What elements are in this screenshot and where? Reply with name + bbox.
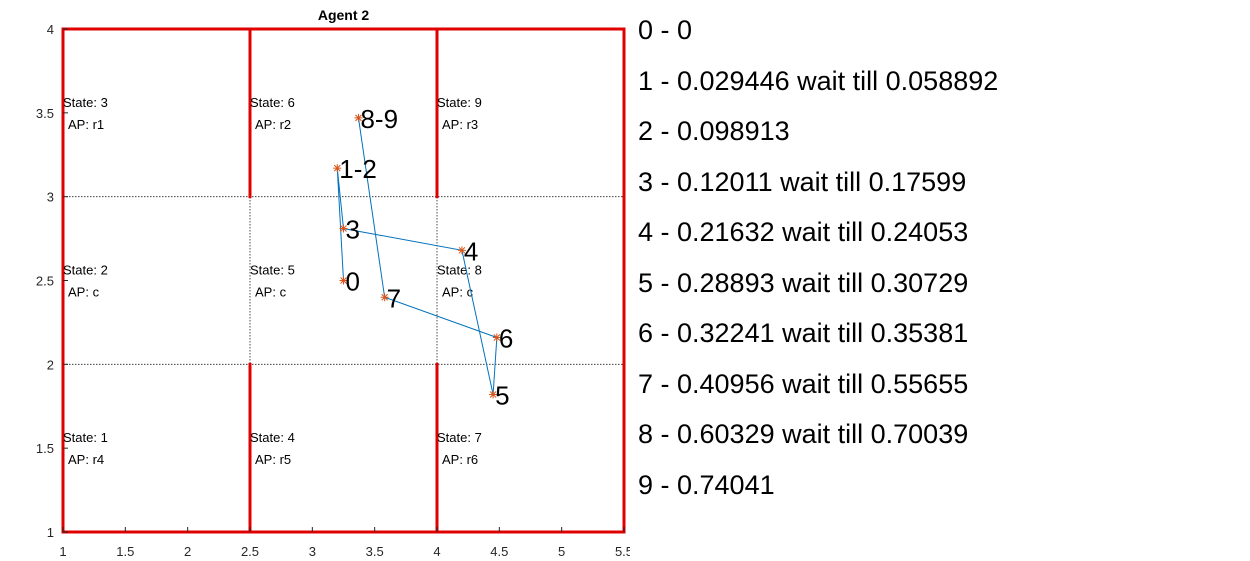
path-point-label: 4 [464,236,478,266]
access-point-label: AP: r1 [68,117,104,132]
x-tick-label: 4 [433,544,440,559]
asterisk-stroke [340,277,347,284]
timeline-entry: 9 - 0.74041 [638,469,775,500]
x-tick-label: 5 [558,544,565,559]
access-point-label: AP: c [68,285,100,300]
path-point-label: 5 [495,381,509,411]
asterisk-stroke [355,114,362,122]
timeline-entry: 2 - 0.098913 [638,116,790,146]
y-tick-label: 3.5 [36,106,54,121]
x-tick-label: 2 [184,544,191,559]
path-point-marker [333,164,342,173]
timeline-entry: 4 - 0.21632 wait till 0.24053 [638,217,969,247]
trajectory-plot: Agent 2 1 1.5 2 2.5 3 3.5 4 4.5 5 5.5 1 1.5 2 2.5 3 3.… [36,7,630,559]
path-point-marker [457,246,466,255]
path-point-marker [492,333,501,342]
asterisk-stroke [493,334,501,341]
grid-lines [63,29,624,532]
x-axis-ticks: 1 1.5 2 2.5 3 3.5 4 4.5 5 5.5 [59,527,630,559]
state-labels: State: 3 AP: r1 State: 6 AP: r2 State: 9 AP: … [63,95,482,467]
path-point-label: 1-2 [339,154,377,184]
chart-title: Agent 2 [318,7,370,23]
access-point-label: AP: c [255,285,287,300]
path-point-marker [339,276,348,285]
state-label: State: 3 [63,95,108,110]
asterisk-stroke [333,164,341,172]
state-label: State: 9 [437,95,482,110]
timeline-entry: 3 - 0.12011 wait till 0.17599 [638,166,967,197]
x-tick-label: 4.5 [490,544,508,559]
access-point-label: AP: r6 [442,452,478,467]
y-tick-label: 2.5 [36,274,54,289]
path-point-label: 0 [346,267,360,297]
y-tick-label: 1.5 [36,441,54,456]
asterisk-stroke [381,293,388,301]
asterisk-stroke [340,225,347,232]
state-label: State: 4 [250,430,295,445]
x-tick-label: 2.5 [241,544,259,559]
access-point-label: AP: r5 [255,452,291,467]
timeline-entry: 0 - 0 [638,15,693,45]
state-label: State: 7 [437,430,482,445]
state-label: State: 2 [63,263,108,278]
path-point-label: 3 [346,215,360,245]
x-tick-label: 3.5 [366,544,384,559]
x-tick-label: 1 [59,544,66,559]
x-tick-label: 1.5 [116,544,134,559]
path-point-label: 7 [387,283,401,313]
agent-path [336,117,498,395]
state-label: State: 5 [250,263,295,278]
access-point-label: AP: c [442,285,474,300]
path-point-marker [339,224,348,233]
access-point-label: AP: r2 [255,117,291,132]
path-point-marker [489,390,498,399]
asterisk-stroke [489,391,497,398]
access-point-label: AP: r3 [442,117,478,132]
timeline-entry: 1 - 0.029446 wait till 0.058892 [638,65,999,96]
y-axis-ticks: 1 1.5 2 2.5 3 3.5 4 [36,22,68,540]
path-point-label: 8-9 [360,104,398,134]
access-point-label: AP: r4 [68,452,104,467]
timeline-entry: 6 - 0.32241 wait till 0.35381 [638,318,969,348]
state-label: State: 8 [437,263,482,278]
timeline-list: 0 - 0 1 - 0.029446 wait till 0.058892 2 - … [638,12,998,517]
path-point-marker [354,113,363,122]
path-point-label: 6 [499,324,513,354]
asterisk-stroke [458,246,466,254]
state-label: State: 1 [63,430,108,445]
y-tick-label: 2 [47,357,54,372]
timeline-entry: 8 - 0.60329 wait till 0.70039 [638,419,969,449]
timeline-entry: 5 - 0.28893 wait till 0.30729 [638,267,969,298]
path-point-marker [380,293,389,302]
y-tick-label: 3 [47,190,54,205]
x-tick-label: 3 [309,544,316,559]
y-tick-label: 1 [47,525,54,540]
x-tick-label: 5.5 [615,544,630,559]
agent-path-line [336,117,498,395]
timeline-entry: 7 - 0.40956 wait till 0.55655 [638,368,969,399]
y-tick-label: 4 [47,22,54,37]
path-points: 0 1-2 3 4 5 6 7 8-9 [333,104,513,411]
state-label: State: 6 [250,95,295,110]
